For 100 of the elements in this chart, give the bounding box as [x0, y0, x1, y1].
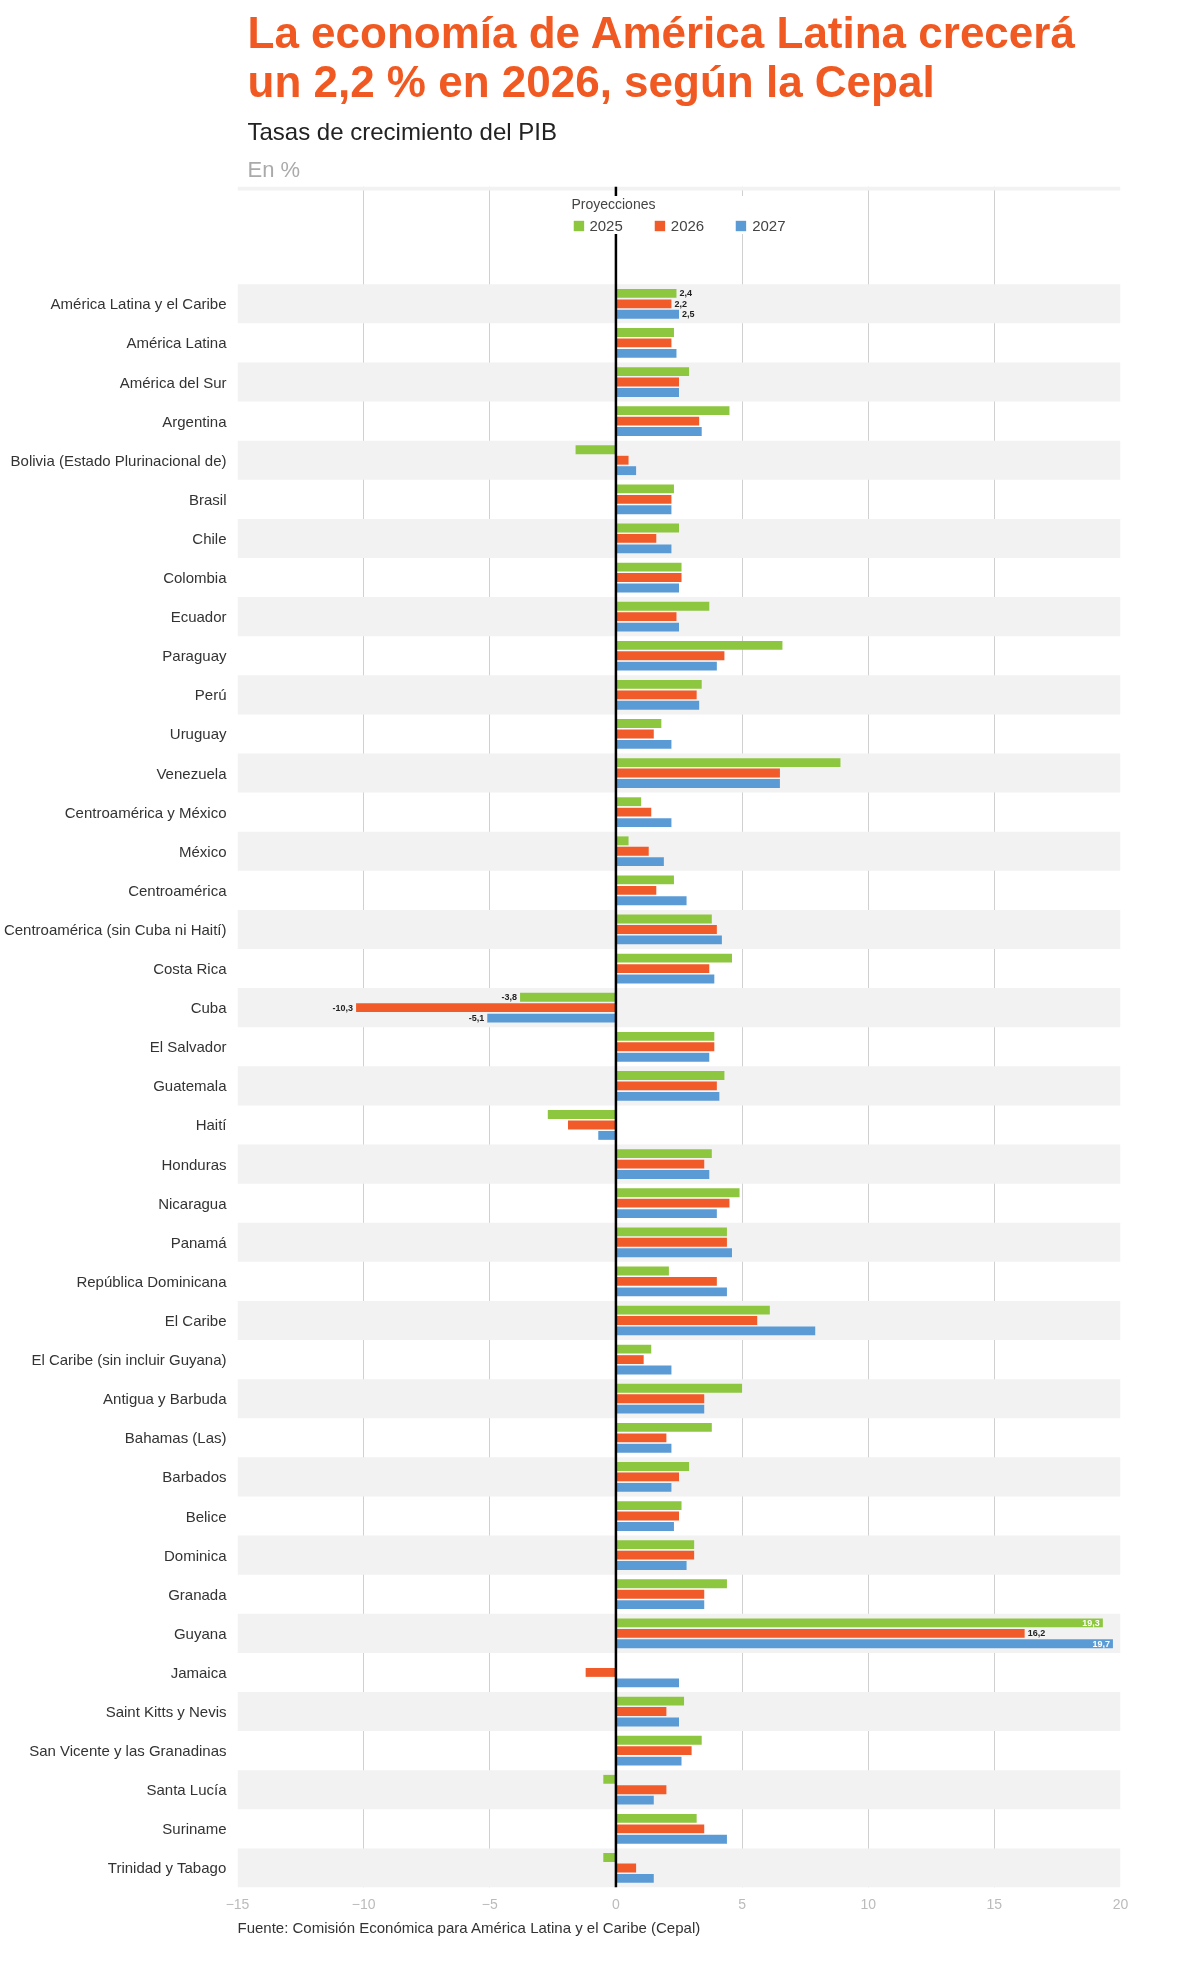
bar	[615, 700, 700, 710]
bar	[615, 573, 682, 582]
bar	[615, 1237, 727, 1247]
bar	[615, 661, 717, 671]
bar	[615, 1209, 717, 1219]
bar	[615, 427, 702, 436]
bar	[615, 505, 672, 515]
x-tick-label: −15	[225, 1895, 250, 1912]
bar	[615, 857, 664, 867]
bar	[615, 953, 732, 963]
bar	[615, 288, 677, 298]
bar	[615, 1618, 1103, 1628]
bar	[575, 445, 616, 455]
bar	[615, 1031, 715, 1041]
bar	[615, 779, 780, 788]
bar	[615, 455, 629, 465]
legend-label: 2026	[670, 217, 705, 234]
bar	[615, 1462, 690, 1471]
bar	[615, 1579, 727, 1589]
bar	[615, 1834, 727, 1844]
bar	[615, 1501, 682, 1511]
y-tick-label: Cuba	[190, 999, 228, 1017]
bar	[615, 1482, 672, 1492]
y-tick-label: República Dominicana	[76, 1272, 228, 1290]
bar	[615, 416, 700, 426]
bar	[615, 1433, 667, 1443]
bar	[615, 1746, 692, 1756]
y-tick-label: México	[178, 842, 227, 860]
bar	[615, 925, 717, 934]
y-tick-label: El Caribe (sin incluir Guyana)	[31, 1351, 227, 1369]
bar	[615, 679, 702, 689]
bar	[615, 1305, 770, 1315]
bar	[520, 992, 616, 1002]
bar	[615, 1316, 758, 1325]
bar	[615, 1785, 667, 1795]
bar	[615, 338, 672, 348]
bar	[615, 1707, 667, 1716]
bar	[615, 1540, 695, 1550]
legend-title: Proyecciones	[571, 196, 657, 212]
y-tick-label: Colombia	[163, 569, 228, 587]
bar	[615, 1170, 710, 1179]
y-tick-label: Bolivia (Estado Plurinacional de)	[10, 451, 227, 469]
bar	[615, 406, 730, 416]
bar	[615, 601, 710, 611]
bar	[615, 1550, 695, 1560]
bar	[615, 719, 662, 728]
bar	[615, 1522, 674, 1531]
bar	[615, 885, 657, 895]
y-tick-label: América Latina y el Caribe	[50, 295, 227, 313]
bar	[615, 1383, 743, 1393]
bar	[615, 484, 674, 494]
bar	[615, 328, 674, 337]
data-label: -10,3	[332, 1002, 354, 1013]
text: En %	[247, 156, 301, 182]
y-tick-label: Venezuela	[156, 764, 228, 782]
data-label: 2,5	[682, 309, 695, 320]
x-tick-label: 0	[612, 1895, 621, 1912]
legend-label: 2025	[589, 217, 623, 234]
bar	[615, 651, 725, 661]
y-tick-label: Centroamérica (sin Cuba ni Haití)	[3, 920, 227, 938]
y-tick-label: Ecuador	[170, 608, 227, 626]
bar	[615, 1149, 712, 1159]
bar	[615, 935, 722, 945]
y-tick-label: Guyana	[173, 1624, 228, 1642]
bar	[615, 1071, 725, 1080]
y-tick-label: Haití	[195, 1116, 228, 1134]
bar	[615, 1227, 727, 1237]
y-tick-label: Belice	[185, 1507, 227, 1525]
data-label: 19,3	[1082, 1617, 1100, 1628]
y-tick-label: Honduras	[161, 1155, 227, 1173]
bar	[598, 1130, 616, 1140]
y-tick-label: América del Sur	[119, 373, 227, 391]
y-tick-label: Paraguay	[162, 647, 227, 665]
bar	[615, 1678, 679, 1688]
data-label: 16,2	[1027, 1628, 1046, 1639]
bar	[615, 1052, 710, 1062]
y-tick-label: Suriname	[162, 1820, 227, 1838]
x-tick-label: 5	[738, 1895, 747, 1912]
source-note: Fuente: Comisión Económica para América Latina y el Caribe (Cepal)	[237, 1918, 701, 1936]
data-label: 19,7	[1092, 1638, 1110, 1649]
bar	[615, 1355, 644, 1365]
bar	[615, 1081, 717, 1091]
y-tick-label: Granada	[168, 1585, 228, 1603]
bar	[615, 1404, 705, 1414]
bar	[615, 1589, 705, 1599]
y-tick-label: Chile	[192, 529, 227, 547]
bar	[615, 1600, 705, 1610]
y-tick-label: Uruguay	[169, 725, 227, 743]
bar	[615, 1248, 732, 1258]
bar	[615, 309, 679, 319]
bar	[615, 1696, 685, 1706]
chart-subtitle: Tasas de crecimiento del PIB	[247, 117, 557, 145]
bar	[615, 299, 672, 309]
bar	[615, 739, 672, 749]
bar	[615, 367, 690, 377]
bar	[615, 758, 841, 768]
y-tick-label: Santa Lucía	[146, 1781, 228, 1799]
bar	[615, 1735, 702, 1745]
bar	[615, 1198, 730, 1208]
bar	[615, 640, 783, 650]
